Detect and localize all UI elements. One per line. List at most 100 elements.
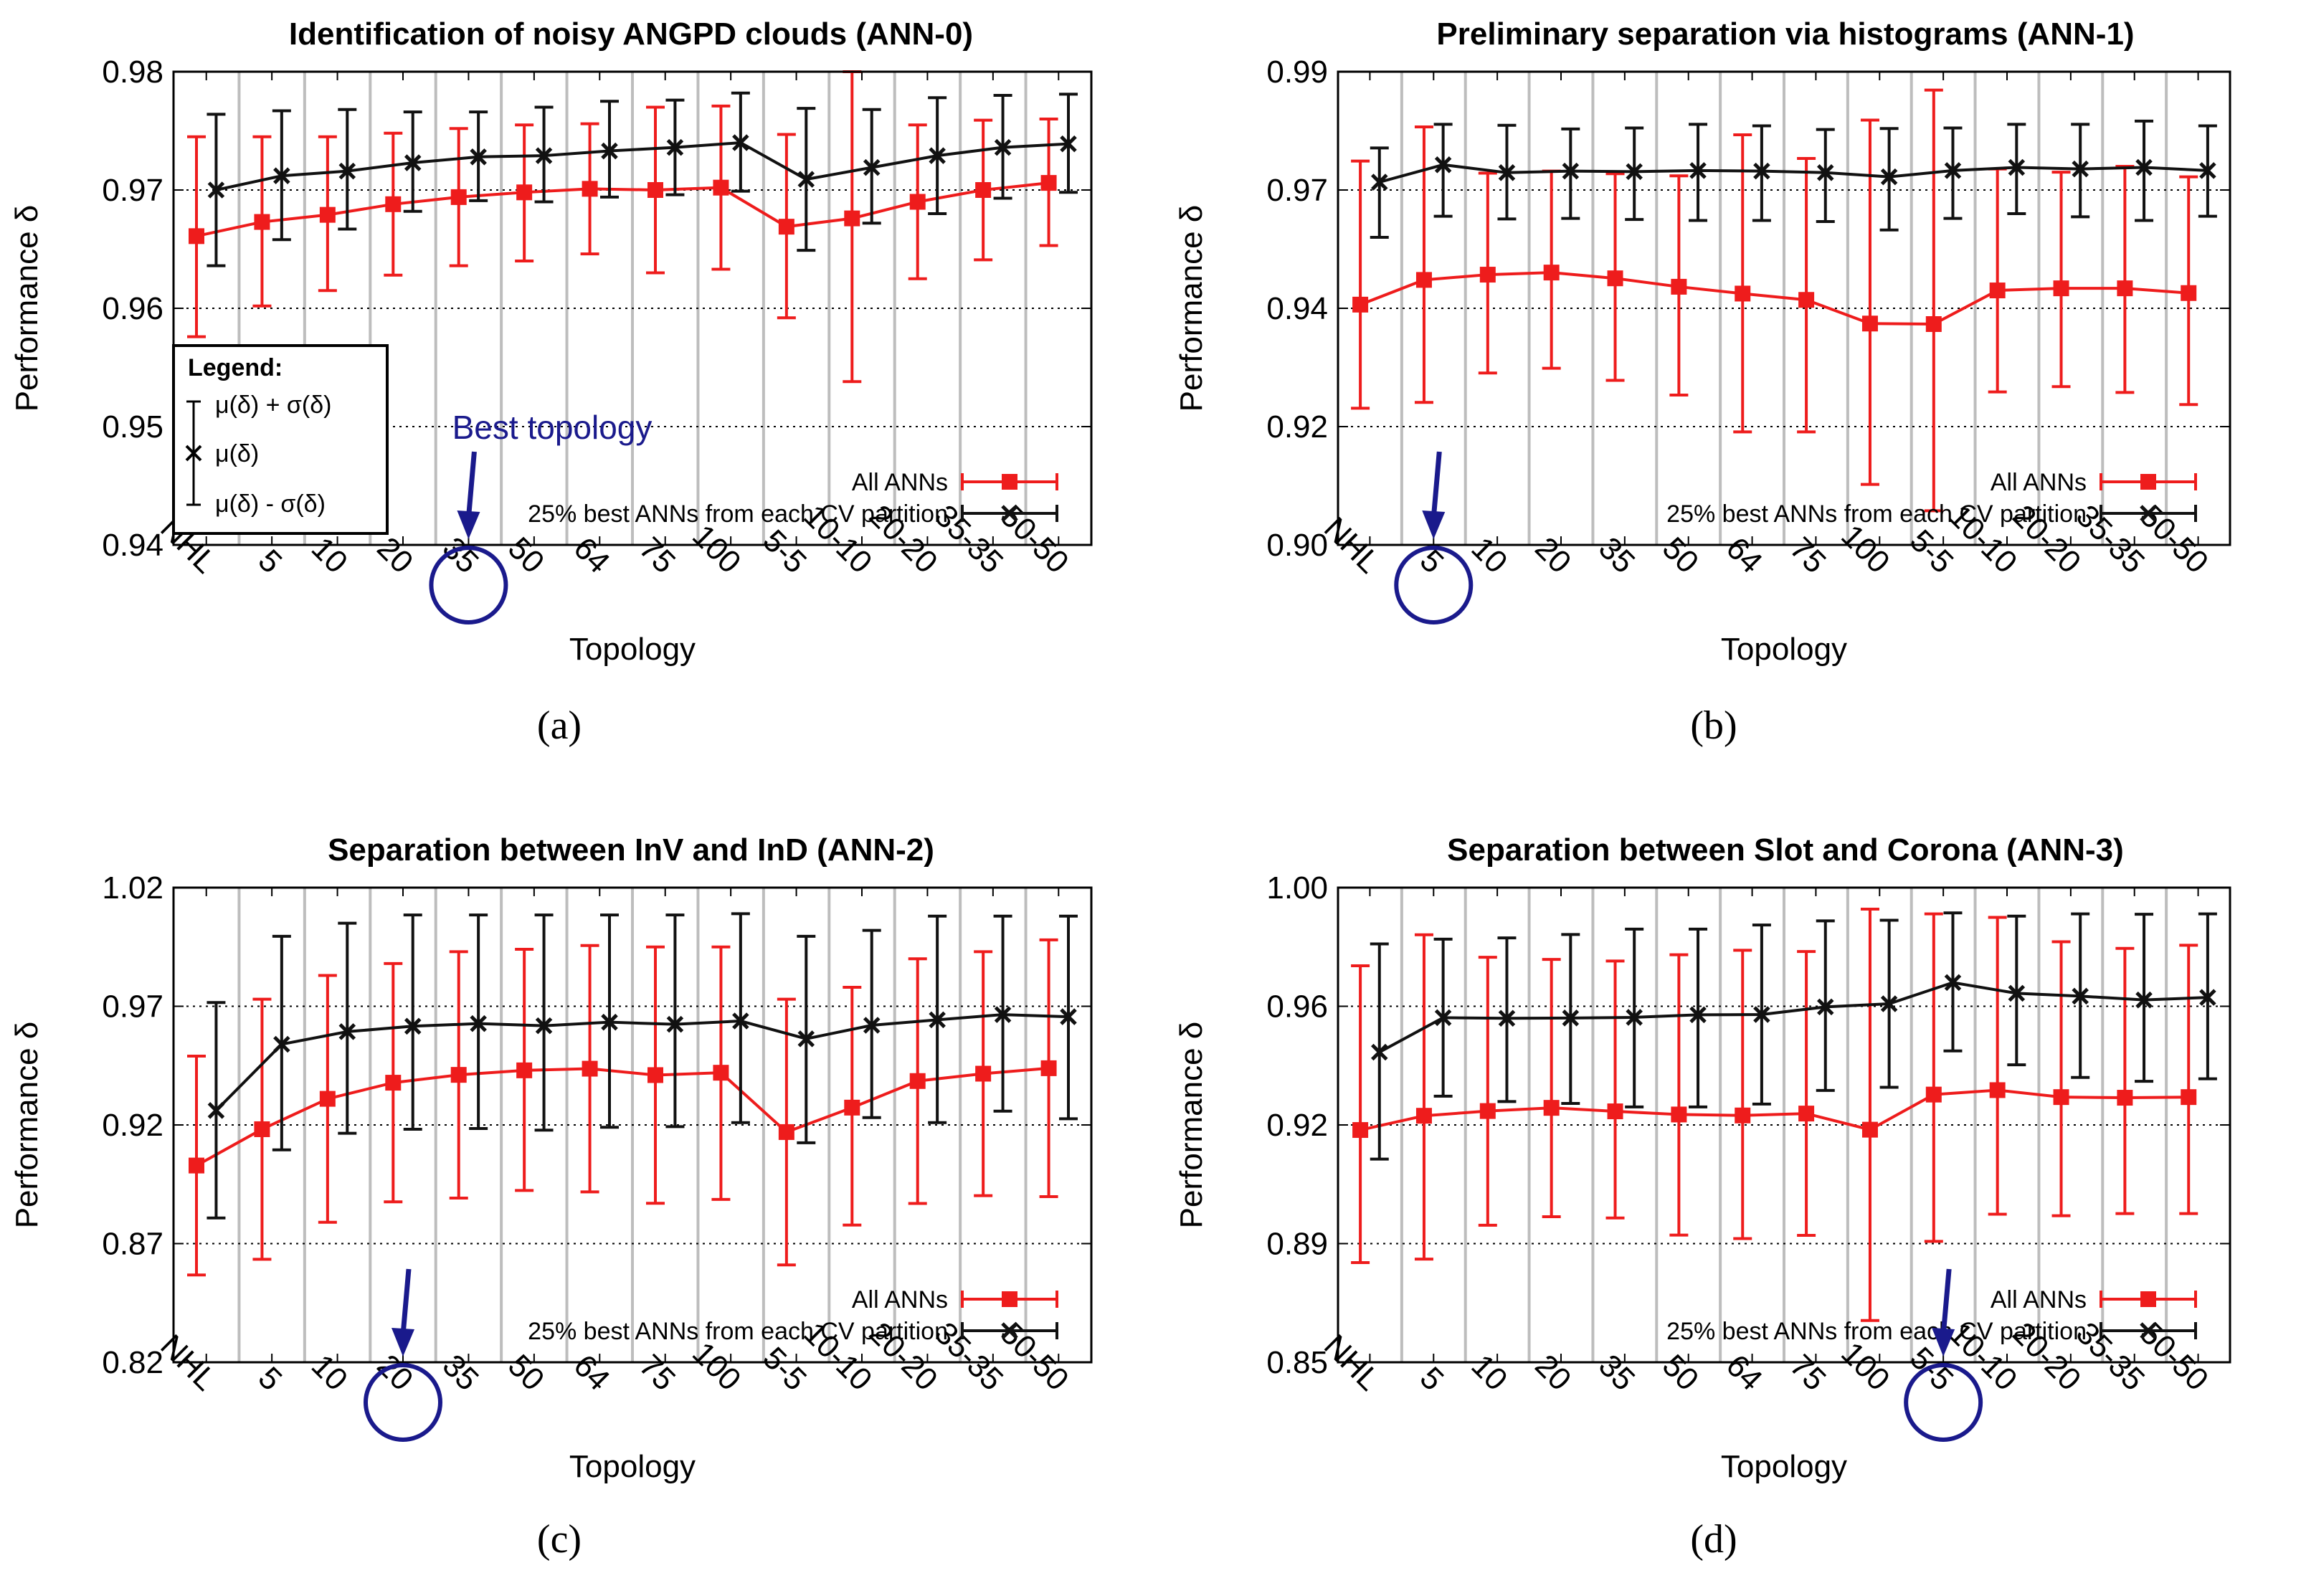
data-point-square — [385, 1075, 402, 1091]
chart-title: Preliminary separation via histograms (A… — [1436, 16, 2134, 52]
legend-marker-square — [1002, 474, 1017, 490]
y-tick-label: 0.96 — [102, 291, 163, 326]
panel-a: Identification of noisy ANGPD clouds (AN… — [9, 16, 1093, 748]
x-tick-label: 35 — [436, 1348, 485, 1397]
data-point-square — [1671, 278, 1687, 295]
series-best-anns — [1370, 911, 2217, 1161]
data-point-cross — [2008, 984, 2026, 1002]
data-point-square — [1352, 296, 1369, 313]
legend-marker-square — [1002, 1291, 1017, 1307]
data-point-cross — [1944, 162, 1962, 179]
data-point-cross — [470, 148, 487, 166]
x-tick-label: 64 — [567, 1348, 617, 1397]
y-tick-label: 0.92 — [102, 1108, 163, 1143]
best-topology-arrow — [400, 1268, 412, 1336]
x-axis-label: Topology — [1721, 632, 1847, 667]
legend-box-upper: μ(δ) + σ(δ) — [215, 391, 331, 419]
data-point-cross — [2072, 987, 2089, 1005]
data-point-cross — [1060, 135, 1077, 153]
series-all-anns — [1351, 88, 2198, 513]
x-tick-label: 35 — [1592, 531, 1641, 580]
data-point-square — [2117, 280, 2133, 297]
legend-marker-square — [2140, 474, 2156, 490]
data-point-cross — [732, 134, 749, 151]
data-point-square — [1543, 1100, 1560, 1116]
data-point-cross — [929, 1011, 946, 1029]
best-topology-arrow — [1940, 1268, 1952, 1336]
data-point-cross — [1880, 168, 1898, 186]
series-line — [1379, 163, 2208, 184]
x-tick-label: 5 — [252, 543, 289, 580]
legend-marker-cross — [1001, 1322, 1018, 1339]
data-point-square — [1925, 1086, 1942, 1103]
series-line — [1378, 981, 2208, 1054]
best-topology-circle — [429, 546, 508, 624]
data-point-square — [450, 1067, 467, 1083]
data-point-cross — [535, 1017, 553, 1035]
y-tick-label: 0.92 — [1266, 409, 1328, 445]
data-point-cross — [994, 1006, 1012, 1023]
data-point-cross — [797, 1030, 815, 1048]
data-point-square — [1607, 1103, 1623, 1120]
data-point-cross — [207, 181, 225, 199]
subfigure-caption: (d) — [1690, 1517, 1737, 1562]
data-point-square — [778, 1124, 794, 1140]
data-point-cross — [2072, 160, 2089, 178]
legend-label-best: 25% best ANNs from each CV partition — [528, 500, 948, 528]
legend-label-best: 25% best ANNs from each CV partition — [1666, 500, 2087, 528]
x-axis-label: Topology — [569, 632, 696, 667]
y-tick-label: 0.90 — [1266, 528, 1328, 563]
data-point-cross — [1880, 995, 1898, 1012]
chart-title: Separation between InV and InD (ANN-2) — [328, 832, 934, 868]
x-tick-label: 64 — [567, 531, 617, 580]
data-point-cross — [732, 1012, 749, 1030]
subfigure-caption: (c) — [537, 1517, 582, 1562]
chart-title: Identification of noisy ANGPD clouds (AN… — [289, 16, 973, 52]
data-point-square — [450, 189, 467, 205]
best-topology-arrowhead — [1422, 510, 1446, 539]
y-tick-label: 0.97 — [1266, 173, 1328, 208]
y-tick-label: 0.92 — [1266, 1108, 1328, 1143]
x-axis-label: Topology — [1721, 1449, 1847, 1484]
series-best-anns — [207, 912, 1078, 1220]
data-point-cross — [1562, 162, 1580, 180]
data-point-square — [844, 210, 860, 227]
plot-frame — [1337, 70, 2231, 546]
series-line — [1360, 1088, 2189, 1132]
best-topology-circle — [364, 1363, 442, 1442]
data-point-square — [647, 182, 663, 198]
data-point-square — [1607, 270, 1623, 287]
data-point-cross — [2135, 158, 2153, 176]
data-point-cross — [2199, 162, 2216, 179]
legend-label-all: All ANNs — [1991, 469, 2087, 496]
data-point-square — [516, 184, 533, 201]
legend-box-lower: μ(δ) - σ(δ) — [215, 490, 326, 518]
series-line — [216, 141, 1069, 191]
data-point-cross — [1498, 164, 1516, 181]
data-point-square — [1040, 175, 1057, 191]
data-point-square — [844, 1099, 860, 1116]
data-point-square — [1415, 1108, 1432, 1124]
data-point-cross — [1816, 164, 1834, 181]
legend-box-title: Legend: — [188, 354, 283, 381]
chart-title: Separation between Slot and Corona (ANN-… — [1447, 832, 2124, 868]
data-point-cross — [1816, 998, 1834, 1016]
y-axis-label: Performance δ — [1174, 1022, 1209, 1229]
x-tick-label: 75 — [632, 531, 682, 580]
y-tick-label: 0.94 — [1266, 291, 1328, 326]
legend-box-cross — [185, 445, 202, 462]
legend-label-all: All ANNs — [1991, 1286, 2087, 1314]
series-best-anns — [1370, 119, 2217, 239]
data-point-cross — [1753, 1006, 1770, 1023]
data-point-cross — [1060, 1008, 1077, 1025]
data-point-square — [713, 179, 729, 196]
series-line — [196, 1066, 1049, 1167]
data-point-cross — [601, 142, 618, 160]
x-tick-label: 50 — [501, 531, 551, 580]
y-tick-label: 1.00 — [1266, 870, 1328, 906]
data-point-square — [1798, 292, 1815, 308]
legend-marker-square — [2140, 1291, 2156, 1307]
data-point-cross — [1498, 1010, 1516, 1027]
